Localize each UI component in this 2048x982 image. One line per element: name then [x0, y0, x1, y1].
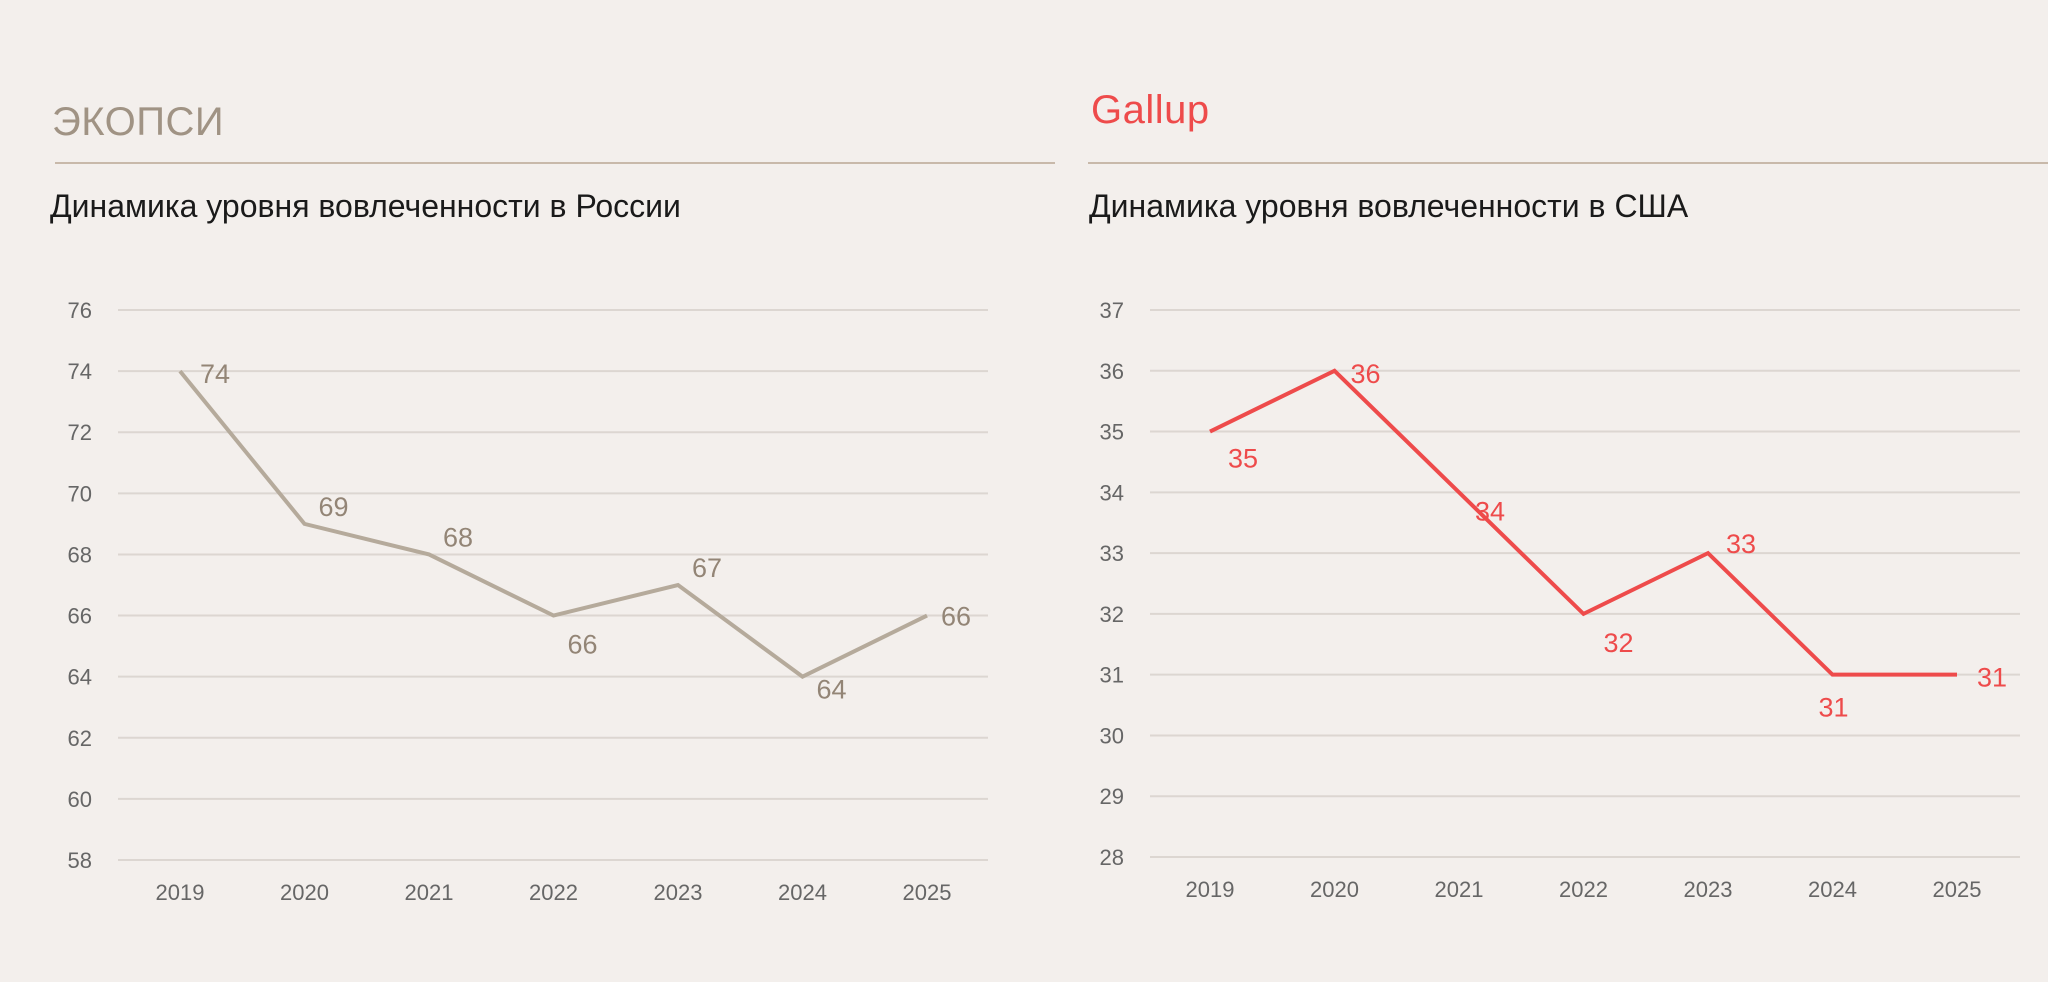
y-tick-label: 35	[1100, 420, 1124, 445]
y-tick-label: 66	[68, 604, 92, 629]
y-tick-label: 32	[1100, 602, 1124, 627]
data-label: 36	[1351, 359, 1381, 389]
data-label: 67	[692, 553, 722, 583]
y-tick-label: 72	[68, 420, 92, 445]
x-tick-label: 2025	[1933, 877, 1982, 902]
y-tick-label: 36	[1100, 359, 1124, 384]
y-tick-label: 62	[68, 726, 92, 751]
y-tick-label: 34	[1100, 480, 1124, 505]
x-tick-label: 2022	[529, 880, 578, 905]
left-panel: ЭКОПСИ Динамика уровня вовлеченности в Р…	[50, 100, 1055, 905]
x-tick-label: 2020	[280, 880, 329, 905]
y-tick-label: 70	[68, 481, 92, 506]
x-tick-label: 2024	[778, 880, 827, 905]
x-tick-label: 2024	[1808, 877, 1857, 902]
y-tick-label: 74	[68, 359, 92, 384]
series-line	[1209, 368, 1957, 677]
data-label: 31	[1977, 663, 2007, 693]
left-divider	[55, 162, 1055, 164]
data-label: 31	[1819, 693, 1849, 723]
y-tick-label: 64	[68, 665, 92, 690]
y-tick-label: 29	[1100, 784, 1124, 809]
right-chart-subtitle: Динамика уровня вовлеченности в США	[1089, 188, 1689, 224]
x-tick-label: 2023	[654, 880, 703, 905]
y-tick-label: 68	[68, 542, 92, 567]
russia-engagement-chart: 58 60 62 64 66 68 70 72 74 76 2019 2020 2021 2022 2023…	[68, 298, 988, 905]
y-tick-label: 33	[1100, 541, 1124, 566]
y-tick-label: 31	[1100, 663, 1124, 688]
right-panel: Gallup Динамика уровня вовлеченности в С…	[1080, 0, 2048, 982]
brand-gallup: Gallup	[1091, 88, 1210, 132]
x-tick-label: 2021	[405, 880, 454, 905]
y-tick-label: 37	[1100, 298, 1124, 323]
x-tick-label: 2020	[1310, 877, 1359, 902]
x-tick-label: 2025	[903, 880, 952, 905]
right-divider	[1088, 162, 2048, 164]
data-label: 64	[817, 675, 847, 705]
brand-ecopsy: ЭКОПСИ	[52, 100, 225, 144]
data-label: 74	[200, 359, 230, 389]
x-tick-label: 2021	[1435, 877, 1484, 902]
x-tick-label: 2022	[1559, 877, 1608, 902]
x-tick-label: 2019	[156, 880, 205, 905]
usa-engagement-chart: 28 29 30 31 32 33 34 35 36 37 2019 2020 2021 2022 2023…	[1100, 298, 2020, 902]
y-tick-label: 76	[68, 298, 92, 323]
x-tick-label: 2023	[1684, 877, 1733, 902]
data-label: 32	[1604, 628, 1634, 658]
y-tick-label: 30	[1100, 723, 1124, 748]
data-label: 34	[1475, 496, 1505, 526]
data-label: 33	[1726, 529, 1756, 559]
y-tick-label: 28	[1100, 845, 1124, 870]
data-label: 68	[443, 522, 473, 552]
y-tick-label: 60	[68, 787, 92, 812]
series-line	[178, 369, 928, 679]
left-chart-subtitle: Динамика уровня вовлеченности в России	[50, 188, 681, 224]
data-label: 69	[319, 492, 349, 522]
data-label: 66	[568, 630, 598, 660]
data-label: 35	[1228, 444, 1258, 474]
x-tick-label: 2019	[1186, 877, 1235, 902]
data-label: 66	[941, 602, 971, 632]
y-tick-label: 58	[68, 848, 92, 873]
